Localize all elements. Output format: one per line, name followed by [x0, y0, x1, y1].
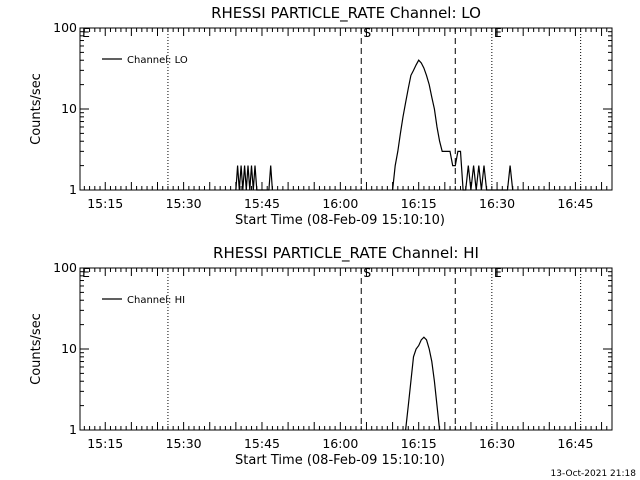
x-tick-label: 15:30 [166, 196, 202, 211]
marker-label-s: S [363, 265, 371, 280]
plot-frame [79, 27, 613, 191]
x-tick-label: 15:45 [244, 196, 280, 211]
y-tick-label: 1 [69, 182, 77, 197]
x-tick-label: 16:15 [401, 196, 437, 211]
panel-hi: RHESSI PARTICLE_RATE Channel: HI 1 10 100 15… [29, 244, 613, 468]
y-tick-label: 10 [61, 101, 77, 116]
x-tick-label: 16:00 [322, 436, 358, 451]
x-tick-label: 16:45 [557, 436, 593, 451]
chart-title: RHESSI PARTICLE_RATE Channel: LO [211, 4, 481, 23]
series-line [235, 59, 514, 191]
legend-label: Channel: LO [127, 55, 188, 66]
x-tick-label: 16:30 [479, 436, 515, 451]
marker-label-s: S [363, 25, 371, 40]
generation-timestamp: 13-Oct-2021 21:18 [551, 469, 637, 479]
x-tick-label: 16:45 [557, 196, 593, 211]
marker-label-e: E [82, 265, 90, 280]
marker-label-e: E [82, 25, 90, 40]
x-tick-label: 15:15 [87, 196, 123, 211]
x-tick-label: 16:00 [322, 196, 358, 211]
x-axis-label: Start Time (08-Feb-09 15:10:10) [235, 213, 445, 228]
x-tick-label: 16:15 [401, 436, 437, 451]
chart-title: RHESSI PARTICLE_RATE Channel: HI [213, 244, 479, 263]
y-tick-label: 1 [69, 422, 77, 437]
y-tick-label: 100 [53, 260, 77, 275]
legend-label: Channel: HI [127, 295, 185, 306]
y-tick-label: 10 [61, 341, 77, 356]
plot-frame [79, 267, 613, 431]
x-tick-label: 16:30 [479, 196, 515, 211]
panel-lo: RHESSI PARTICLE_RATE Channel: LO 1 10 100 15… [29, 4, 613, 228]
x-axis-label: Start Time (08-Feb-09 15:10:10) [235, 453, 445, 468]
series-line [405, 336, 441, 431]
x-tick-label: 15:30 [166, 436, 202, 451]
y-tick-label: 100 [53, 20, 77, 35]
x-tick-label: 15:15 [87, 436, 123, 451]
marker-label-e: E [494, 25, 502, 40]
y-axis-label: Counts/sec [29, 73, 44, 145]
marker-label-e: E [494, 265, 502, 280]
y-axis-label: Counts/sec [29, 313, 44, 385]
x-tick-label: 15:45 [244, 436, 280, 451]
